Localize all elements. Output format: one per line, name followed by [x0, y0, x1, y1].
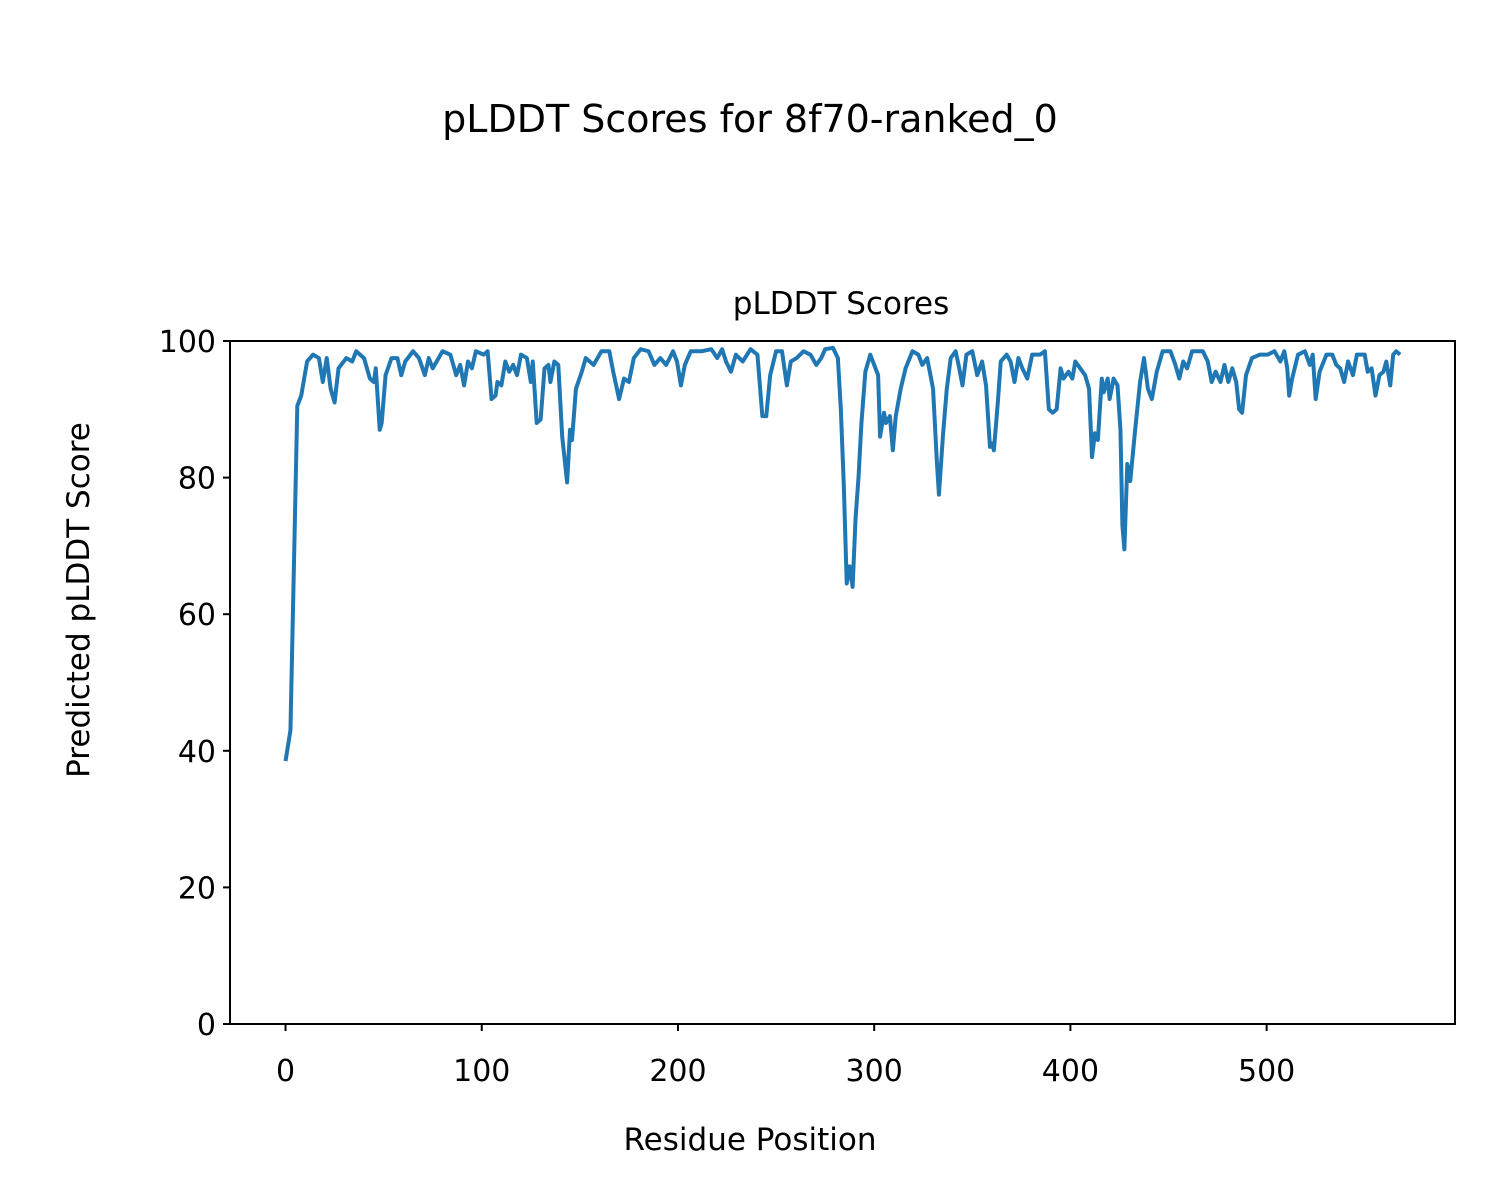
x-tick-label: 200	[649, 1054, 706, 1089]
y-tick-label: 100	[159, 325, 216, 360]
y-tick-label: 0	[197, 1008, 216, 1043]
y-tick-label: 80	[178, 462, 216, 497]
y-tick-label: 40	[178, 735, 216, 770]
x-axis-label: Residue Position	[624, 1122, 877, 1158]
y-tick-label: 60	[178, 598, 216, 633]
x-tick-label: 400	[1042, 1054, 1099, 1089]
data-line	[283, 345, 1402, 762]
x-tick-label: 100	[453, 1054, 510, 1089]
x-tick-label: 0	[276, 1054, 295, 1089]
plot-frame	[229, 340, 1456, 1025]
y-axis-label: Predicted pLDDT Score	[61, 422, 97, 778]
chart-subtitle: pLDDT Scores	[733, 286, 949, 322]
x-tick-label: 300	[846, 1054, 903, 1089]
x-tick-label: 500	[1238, 1054, 1295, 1089]
y-tick-label: 20	[178, 871, 216, 906]
chart-title: pLDDT Scores for 8f70-ranked_0	[442, 97, 1058, 141]
